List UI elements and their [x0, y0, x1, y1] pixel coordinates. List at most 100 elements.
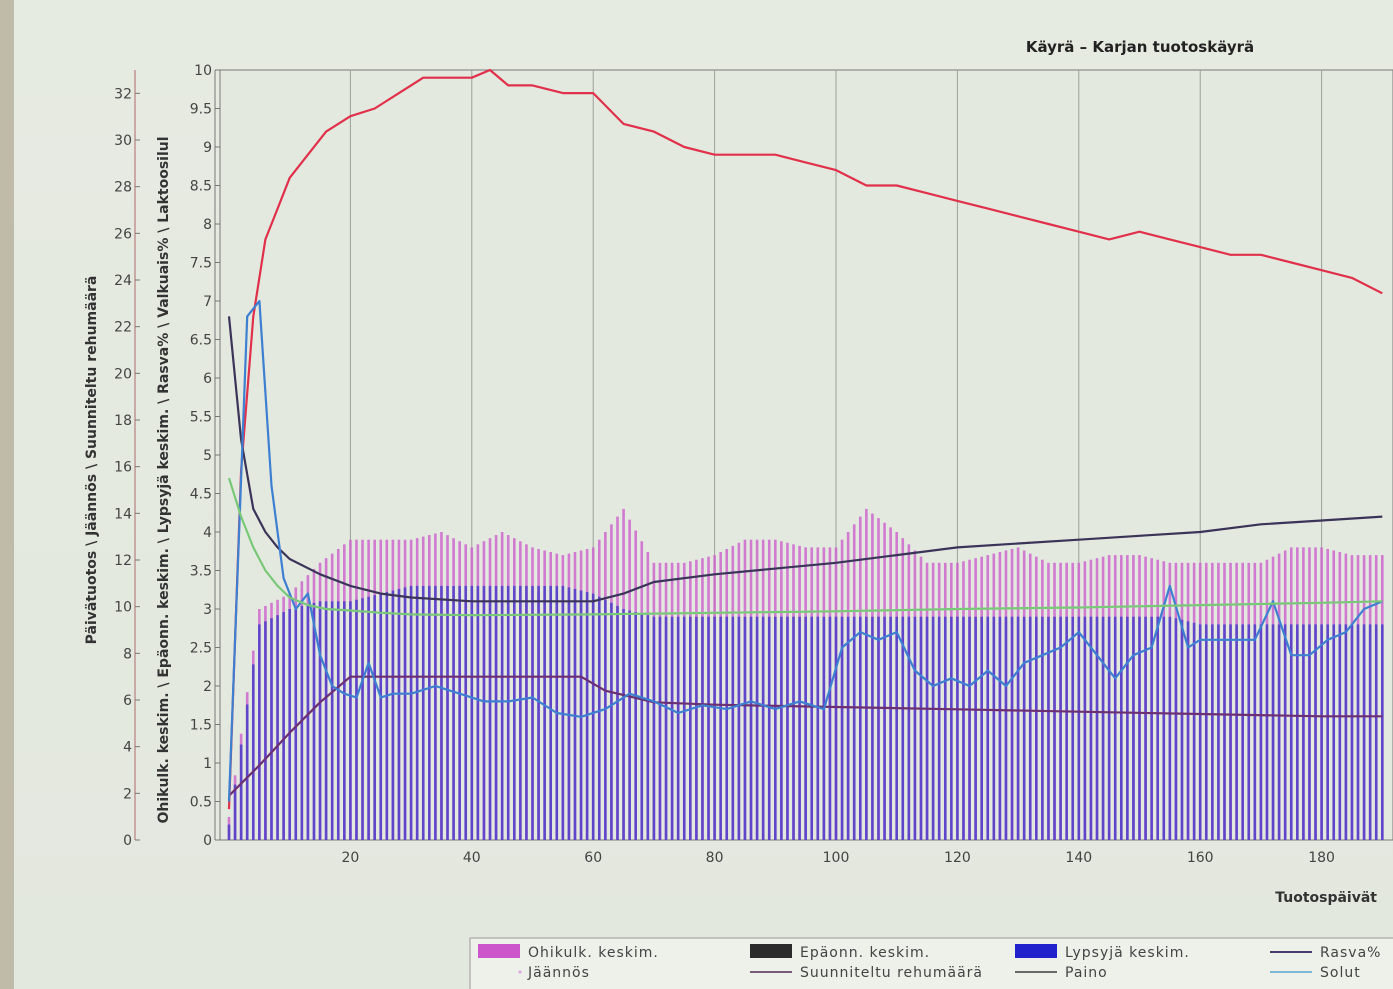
line-series — [227, 68, 1383, 810]
bar — [865, 616, 868, 840]
bar — [1107, 616, 1111, 840]
bar — [1198, 624, 1202, 840]
bar — [986, 616, 990, 840]
y-outer-tick-label: 16 — [114, 460, 132, 476]
y-inner-tick-label: 1.5 — [190, 718, 212, 734]
bar — [324, 601, 328, 840]
bar — [743, 616, 747, 840]
bar — [713, 616, 716, 840]
y-outer-tick-label: 10 — [114, 600, 132, 616]
x-tick-label: 180 — [1308, 850, 1335, 866]
bar — [306, 604, 310, 840]
y-inner-tick-label: 4.5 — [190, 487, 212, 503]
legend-box — [469, 937, 1393, 989]
bar — [858, 616, 862, 840]
bar — [525, 585, 528, 840]
bar — [1113, 616, 1117, 840]
bar — [1277, 624, 1281, 840]
y-inner-tick-label: 2 — [203, 679, 212, 695]
y-inner-tick-label: 6.5 — [190, 333, 212, 349]
bar — [1065, 616, 1068, 840]
bar — [792, 616, 795, 840]
bar — [361, 598, 364, 840]
bar — [391, 590, 395, 840]
bar — [622, 609, 625, 840]
bar — [610, 602, 613, 840]
legend-label: Rasva% — [1320, 945, 1381, 961]
legend-label: Solut — [1320, 965, 1361, 981]
y-inner-tick-label: 5 — [203, 448, 212, 464]
bar — [1035, 616, 1038, 840]
bar — [877, 616, 880, 840]
bar — [1077, 616, 1081, 840]
bar — [646, 615, 650, 840]
y-inner-tick-label: 8 — [203, 217, 212, 233]
chart-title: Käyrä – Karjan tuotoskäyrä — [1026, 38, 1254, 56]
bar — [695, 616, 698, 840]
x-tick-label: 40 — [463, 850, 481, 866]
bar — [652, 616, 656, 840]
bar — [1016, 616, 1020, 840]
bar — [1374, 624, 1378, 840]
legend-label: Epäonn. keskim. — [800, 945, 930, 961]
bar — [871, 616, 874, 840]
bar — [294, 607, 298, 840]
y-inner-tick-label: 4 — [203, 525, 212, 541]
bar — [689, 616, 692, 840]
bar — [1192, 622, 1196, 840]
bar — [312, 602, 316, 840]
y-inner-tick-label: 8.5 — [190, 179, 212, 195]
bar — [1368, 624, 1372, 840]
line-solut — [227, 299, 1383, 802]
bar — [968, 616, 971, 840]
bar — [1320, 624, 1323, 840]
bar — [956, 616, 959, 840]
bar — [1362, 624, 1366, 840]
bar — [1223, 624, 1226, 840]
bar — [682, 616, 686, 840]
bar — [379, 593, 383, 840]
bar — [774, 616, 777, 840]
x-tick-label: 60 — [584, 850, 602, 866]
bar — [276, 615, 279, 840]
bar — [409, 585, 413, 840]
bar — [834, 616, 838, 840]
bar — [458, 585, 461, 840]
bar — [761, 616, 765, 840]
y-outer-tick-label: 24 — [114, 273, 132, 289]
bar — [1162, 616, 1166, 840]
x-tick-label: 20 — [341, 850, 359, 866]
bar — [1296, 624, 1299, 840]
bar — [1247, 624, 1251, 840]
legend-swatch-box — [478, 944, 520, 958]
bar — [1028, 616, 1032, 840]
bar — [270, 618, 273, 840]
bar — [1338, 624, 1342, 840]
bar — [227, 824, 231, 840]
bar — [1241, 624, 1244, 840]
axes: 20 40 60 80 100 120 140 160 18002468101214161820… — [114, 63, 1335, 866]
bar — [1265, 624, 1269, 840]
bar — [1101, 616, 1105, 840]
bar — [1156, 616, 1160, 840]
bar — [1350, 624, 1354, 840]
bar — [1326, 624, 1329, 840]
bar — [1283, 624, 1287, 840]
bar — [1332, 624, 1336, 840]
bar — [670, 616, 674, 840]
bar — [1022, 616, 1026, 840]
bar — [1259, 624, 1263, 840]
bar — [591, 593, 595, 840]
y-outer-tick-label: 0 — [123, 833, 132, 849]
bar — [549, 585, 553, 840]
bar — [664, 616, 668, 840]
bar — [1308, 624, 1311, 840]
bar — [355, 599, 358, 840]
bar — [822, 616, 826, 840]
y-inner-tick-label: 10 — [194, 63, 212, 79]
bar — [343, 601, 346, 840]
bar — [415, 585, 419, 840]
bar — [500, 585, 504, 840]
bar — [470, 585, 474, 840]
bar — [373, 595, 376, 840]
